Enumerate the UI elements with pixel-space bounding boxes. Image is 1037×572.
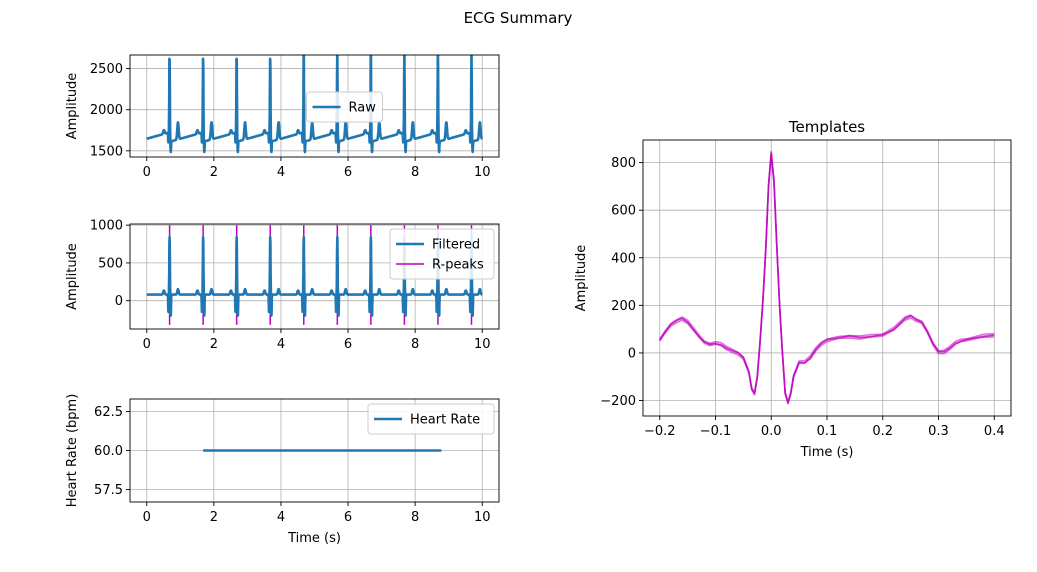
y-tick-label: 57.5	[94, 483, 123, 498]
template-line	[659, 152, 995, 405]
x-tick-label: 10	[474, 337, 491, 352]
legend: Filtered R-peaks	[389, 228, 495, 280]
legend-box	[389, 228, 495, 280]
plot-area	[659, 150, 995, 405]
x-tick-label: 6	[344, 510, 352, 525]
x-tick-label: 8	[411, 337, 419, 352]
x-tick-label: 10	[474, 165, 491, 180]
y-tick-label: 2500	[90, 62, 123, 77]
x-axis-label: Time (s)	[287, 531, 341, 546]
x-tick-label: 8	[411, 510, 419, 525]
x-tick-label: 0.3	[928, 424, 949, 439]
y-axis-label: Amplitude	[65, 73, 80, 140]
signal-line	[145, 55, 484, 154]
x-tick-label: 0	[143, 165, 151, 180]
x-tick-label: 0.0	[761, 424, 782, 439]
y-tick-label: 0	[628, 346, 636, 361]
y-axis-label: Amplitude	[574, 245, 589, 312]
y-tick-label: 62.5	[94, 405, 123, 420]
heart-rate-chart: 0 2 4 6 8 10 57.5 60.0 62.5 Heart Rate (bpm) Time …	[65, 394, 500, 546]
axes-frame	[129, 54, 500, 158]
templates-chart: −0.2 −0.1 0.0 0.1 0.2 0.3 0.4 −200 0 200 400 600 800…	[574, 118, 1012, 460]
y-tick-label: 400	[611, 251, 636, 266]
plot-area	[145, 225, 484, 325]
raw-signal-chart: 0 2 4 6 8 10 1500 2000 2500 Amplitude Raw	[65, 54, 500, 180]
x-tick-label: 0.4	[984, 424, 1005, 439]
x-tick-label: 4	[277, 337, 285, 352]
x-tick-label: 0	[143, 337, 151, 352]
axes-frame	[129, 223, 500, 330]
y-tick-label: 200	[611, 299, 636, 314]
x-tick-label: 0.2	[872, 424, 893, 439]
y-tick-label: 1500	[90, 144, 123, 159]
x-tick-label: 4	[277, 165, 285, 180]
y-tick-label: 800	[611, 156, 636, 171]
y-tick-label: 2000	[90, 103, 123, 118]
legend-box	[306, 91, 383, 123]
chart-title: Templates	[788, 118, 865, 136]
plot-area	[145, 55, 484, 154]
legend-label: Raw	[349, 101, 377, 116]
x-axis-label: Time (s)	[800, 445, 854, 460]
y-tick-label: 500	[98, 256, 123, 271]
y-tick-label: −200	[600, 394, 636, 409]
x-tick-label: −0.1	[700, 424, 732, 439]
legend: Raw	[306, 91, 383, 123]
legend: Heart Rate	[367, 403, 495, 435]
x-tick-label: 2	[210, 337, 218, 352]
legend-box	[367, 403, 495, 435]
x-tick-label: 8	[411, 165, 419, 180]
filtered-signal-chart: 0 2 4 6 8 10 0 500 1000 Amplitude Filtered R-peaks	[65, 219, 500, 352]
legend-label: Heart Rate	[410, 413, 480, 428]
figure-title: ECG Summary	[464, 9, 573, 27]
x-tick-label: 0	[143, 510, 151, 525]
x-tick-label: 6	[344, 165, 352, 180]
legend-label: R-peaks	[432, 258, 484, 273]
y-axis-label: Heart Rate (bpm)	[65, 394, 80, 508]
signal-line	[145, 235, 484, 317]
x-tick-label: 0.1	[817, 424, 838, 439]
legend-label: Filtered	[432, 238, 480, 253]
y-tick-label: 1000	[90, 219, 123, 234]
y-tick-label: 60.0	[94, 444, 123, 459]
x-tick-label: −0.2	[644, 424, 676, 439]
x-tick-label: 10	[474, 510, 491, 525]
x-tick-label: 4	[277, 510, 285, 525]
x-tick-label: 2	[210, 510, 218, 525]
x-tick-label: 2	[210, 165, 218, 180]
y-tick-label: 0	[115, 294, 123, 309]
y-axis-label: Amplitude	[65, 243, 80, 310]
y-tick-label: 600	[611, 204, 636, 219]
x-tick-label: 6	[344, 337, 352, 352]
